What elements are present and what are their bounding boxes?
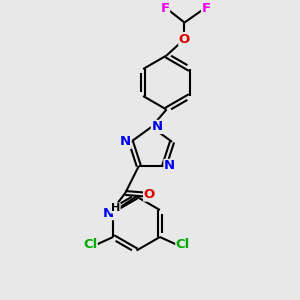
Text: O: O: [179, 32, 190, 46]
Text: F: F: [160, 2, 169, 15]
Text: N: N: [151, 120, 163, 134]
Text: N: N: [164, 160, 175, 172]
Text: H: H: [111, 203, 120, 213]
Text: F: F: [202, 2, 211, 15]
Text: N: N: [120, 135, 131, 148]
Text: N: N: [103, 207, 114, 220]
Text: Cl: Cl: [83, 238, 97, 251]
Text: O: O: [144, 188, 155, 201]
Text: Cl: Cl: [176, 238, 190, 251]
